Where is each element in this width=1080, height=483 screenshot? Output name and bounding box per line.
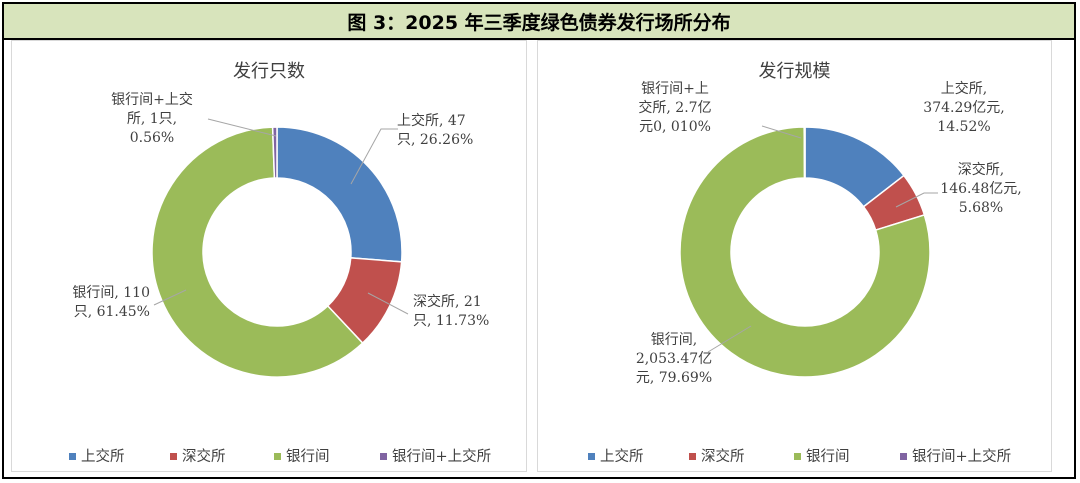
legend-swatch-interbank (274, 453, 281, 460)
legend-swatch-shenzhen (689, 453, 696, 460)
legend-label-interbank-shanghai: 银行间+上交所 (392, 447, 491, 465)
legend-swatch-shanghai (588, 453, 595, 460)
data-label-shenzhen: 深交所, 146.48亿元, 5.68% (940, 161, 1021, 216)
donut-slice-interbank-shanghai (803, 126, 806, 179)
donut-slice-interbank-shanghai (271, 126, 278, 179)
leader-line-interbank (153, 289, 187, 306)
leader-line-interbank (707, 325, 752, 353)
legend-label-interbank-shanghai: 银行间+上交所 (912, 447, 1011, 465)
leader-line-interbank-shanghai (207, 118, 277, 137)
data-label-interbank: 银行间, 2,053.47亿元, 79.69% (636, 332, 712, 386)
data-label-shanghai: 上交所, 47 只, 26.26% (397, 112, 473, 148)
legend-label-shenzhen: 深交所 (701, 447, 745, 465)
data-label-interbank-shanghai: 银行间+上交所, 2.7亿元0, 010% (638, 81, 711, 135)
legend-label-shanghai: 上交所 (81, 447, 125, 465)
legend-label-interbank: 银行间 (806, 448, 850, 465)
chart-panel-scale: 发行规模上交所, 374.29亿元, 14.52% 深交所, 146.48亿元, 5.68… (537, 40, 1052, 472)
donut-slice-interbank (679, 126, 931, 378)
data-label-shanghai: 上交所, 374.29亿元, 14.52% (923, 80, 1004, 135)
leader-line-interbank-shanghai (761, 125, 802, 139)
data-label-interbank: 银行间, 110 只, 61.45% (72, 285, 150, 320)
legend-swatch-interbank-shanghai (380, 453, 387, 460)
donut-slice-shanghai (276, 126, 403, 263)
leader-line-shenzhen (367, 292, 409, 315)
data-label-shenzhen: 深交所, 21 只, 11.73% (413, 293, 489, 329)
chart-title: 发行规模 (759, 61, 831, 82)
legend-swatch-interbank (794, 453, 801, 460)
chart-panel-count: 发行只数上交所, 47 只, 26.26% 深交所, 21 只, 11.73% 银行间,… (11, 40, 527, 472)
chart-title: 发行只数 (233, 61, 305, 82)
donut-slice-interbank (151, 126, 364, 378)
figure-title: 图 3：2025 年三季度绿色债券发行场所分布 (4, 4, 1074, 40)
legend-swatch-shanghai (69, 453, 76, 460)
legend-label-interbank: 银行间 (286, 448, 330, 465)
legend-label-shanghai: 上交所 (600, 447, 644, 465)
legend-swatch-interbank-shanghai (900, 453, 907, 460)
leader-line-shenzhen (895, 192, 938, 208)
data-label-interbank-shanghai: 银行间+上交所, 1只, 0.56% (111, 91, 193, 146)
leader-line-shanghai (350, 128, 398, 185)
legend-swatch-shenzhen (170, 453, 177, 460)
legend-label-shenzhen: 深交所 (182, 447, 226, 465)
